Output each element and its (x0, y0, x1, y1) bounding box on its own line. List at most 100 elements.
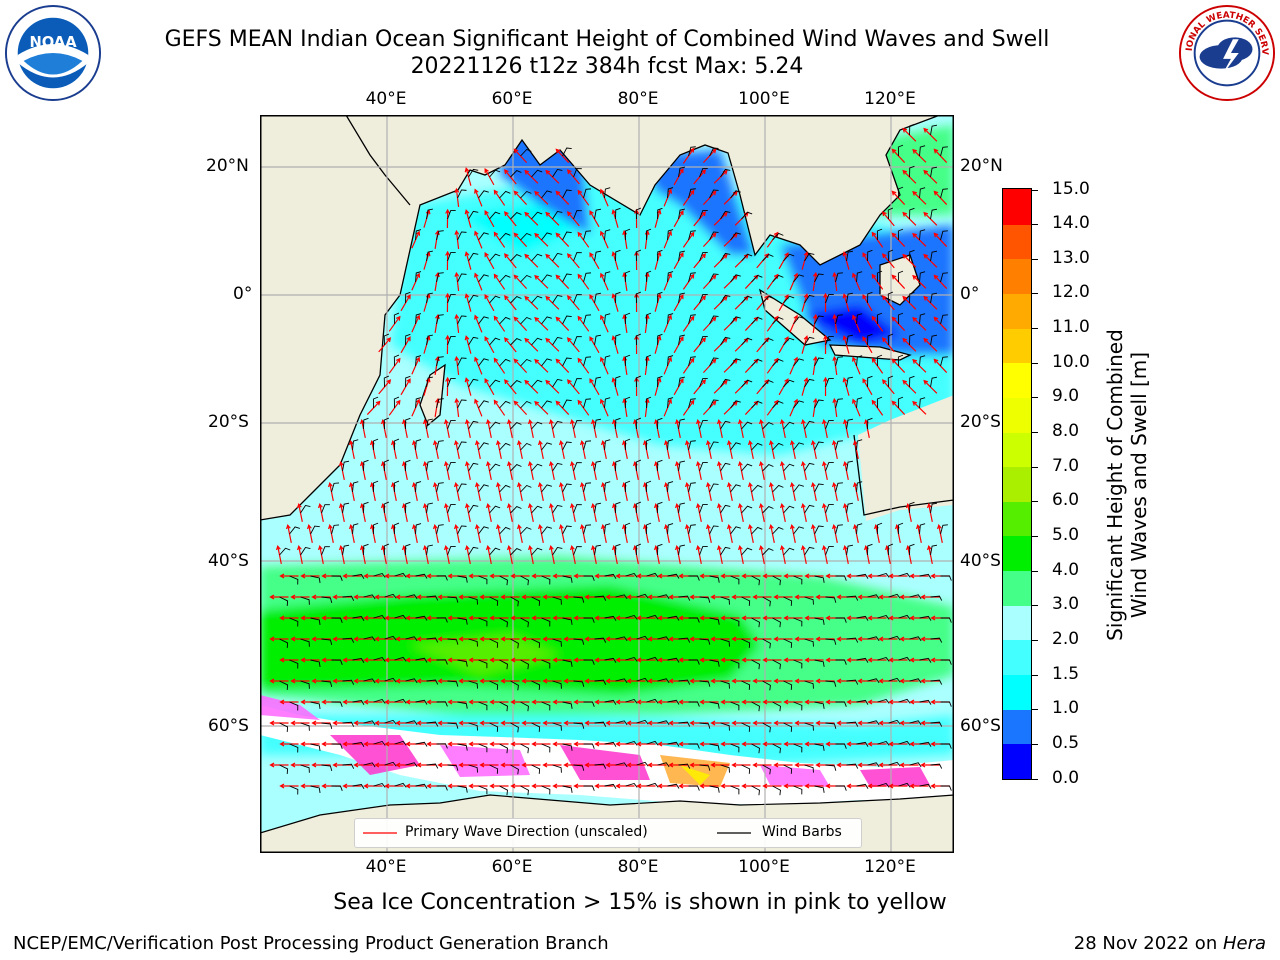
wind-barb (300, 722, 310, 731)
wind-barb (762, 506, 774, 514)
wave-direction-arrow (290, 720, 310, 726)
wind-barb (352, 783, 365, 789)
wind-barb (468, 378, 479, 388)
wind-barb (541, 701, 551, 711)
wave-direction-arrow (611, 335, 619, 354)
wind-barb (772, 232, 784, 241)
wind-barb (751, 701, 760, 712)
wave-direction-arrow (599, 230, 609, 249)
wind-barb (940, 785, 952, 791)
wind-barb (489, 463, 501, 472)
wind-barb (636, 593, 649, 599)
colorbar-segment (1003, 397, 1031, 433)
wind-barb (846, 334, 854, 346)
wind-barb (667, 481, 674, 493)
wind-barb (499, 232, 511, 241)
wave-direction-arrow (285, 523, 292, 543)
wind-barb (604, 481, 611, 493)
wind-barb (793, 400, 804, 409)
wind-barb (373, 698, 386, 704)
wave-direction-arrow (317, 502, 324, 522)
lat-label-left-20n: 20°N (206, 156, 249, 176)
wind-barb (520, 785, 529, 796)
wind-barb (615, 459, 621, 472)
wave-direction-arrow (332, 678, 352, 684)
wind-barb (321, 546, 330, 556)
wind-barb (646, 572, 659, 578)
wind-barb (720, 210, 731, 220)
wind-barb (520, 190, 532, 199)
wind-barb (898, 656, 911, 662)
lon-label-bottom-80: 80°E (617, 857, 659, 877)
wind-barb (489, 211, 501, 220)
wind-barb (835, 659, 847, 665)
wind-barb (594, 334, 602, 346)
wind-barb (825, 596, 837, 603)
wind-barb (867, 333, 873, 346)
wind-barb (342, 460, 350, 472)
wind-barb (825, 336, 834, 346)
colorbar-tick-mark (1032, 501, 1038, 503)
wind-barb (552, 680, 562, 689)
wind-barb (657, 417, 663, 430)
wind-barb (825, 722, 837, 729)
wind-barb (678, 679, 691, 685)
wind-barb (573, 210, 582, 220)
wave-direction-arrow (852, 356, 861, 375)
wind-barb (730, 316, 741, 325)
wind-barb (940, 659, 952, 665)
lon-label-top-60: 60°E (491, 89, 533, 109)
wave-direction-arrow (823, 292, 828, 313)
colorbar-segment (1003, 535, 1031, 572)
colorbar-tick-mark (1032, 466, 1038, 468)
wind-barb (930, 502, 938, 514)
wind-barb (583, 659, 595, 665)
nws-logo: NATIONAL WEATHER SERVICE (1178, 4, 1276, 102)
wind-barb (562, 273, 572, 283)
wind-barb (709, 147, 719, 157)
wind-barb (772, 442, 784, 451)
wind-barb (426, 208, 433, 220)
wave-direction-arrow (388, 315, 401, 332)
wind-barb (583, 524, 592, 535)
wind-barb (930, 250, 938, 262)
wind-barb (678, 721, 691, 727)
wind-barb (646, 782, 659, 788)
colorbar-segment (1003, 709, 1031, 745)
colorbar-tick-label: 0.0 (1052, 767, 1080, 788)
wind-barb (510, 506, 522, 514)
wind-barb (457, 273, 467, 283)
wave-direction-arrow (484, 210, 495, 228)
wind-barb (909, 249, 915, 262)
wind-barb (510, 254, 522, 262)
wind-barb (531, 463, 543, 472)
wave-direction-arrow (378, 379, 392, 395)
colorbar-tick-mark (1032, 189, 1038, 191)
wave-direction-arrow (445, 376, 451, 397)
wind-barb (520, 617, 529, 628)
wave-direction-arrow (400, 378, 411, 396)
wave-direction-arrow (577, 399, 590, 416)
wave-direction-arrow (269, 678, 289, 684)
wind-barb (415, 699, 428, 705)
wave-direction-arrow (545, 337, 560, 352)
wind-barb (342, 679, 355, 685)
wave-direction-arrow (881, 295, 895, 311)
wind-barb (930, 208, 938, 220)
wind-barb (825, 294, 834, 304)
wind-barb (624, 228, 631, 241)
wind-barb (867, 594, 880, 600)
wind-barb (688, 482, 696, 493)
wind-barb (856, 481, 863, 493)
wind-barb (436, 524, 444, 535)
wind-barb (909, 165, 915, 178)
wind-barb (489, 379, 501, 388)
wind-barb (678, 637, 691, 643)
wind-barb (520, 232, 532, 241)
colorbar-tick-mark (1032, 743, 1038, 745)
wind-barb (762, 338, 774, 346)
wind-barb (394, 740, 407, 746)
wind-barb (678, 595, 691, 601)
wind-barb (331, 617, 343, 623)
wind-barb (709, 701, 720, 709)
